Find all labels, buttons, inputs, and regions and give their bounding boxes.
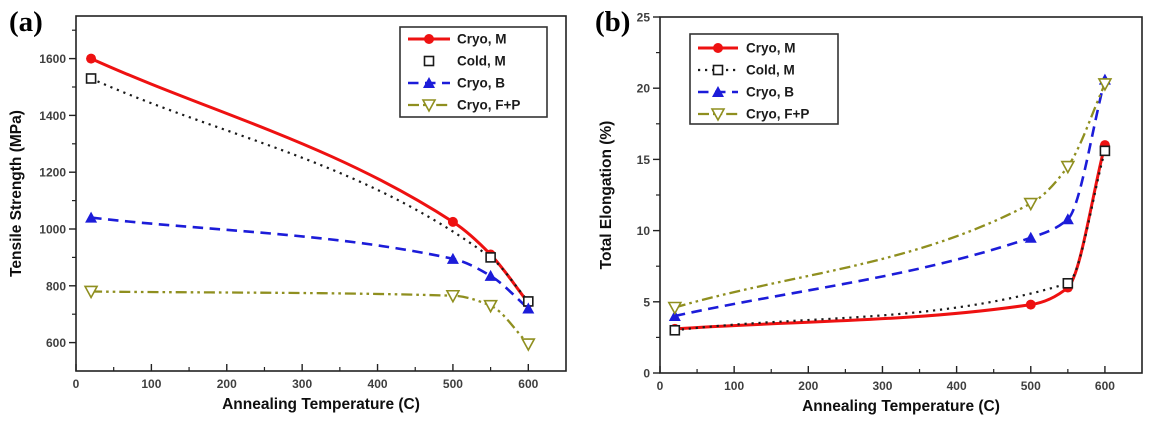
marker-cold-m xyxy=(669,324,681,336)
series-line-cold-m xyxy=(90,77,530,303)
marker-cold-m xyxy=(85,73,97,84)
x-tick-label: 500 xyxy=(1021,379,1041,393)
y-tick-label: 600 xyxy=(46,336,66,350)
chart-total-elongation: 0 100 200 300 400 500 600 0 5 10 15 20 25 Annealing T… xyxy=(598,11,1143,415)
legend-marker-cryo-m xyxy=(713,43,723,53)
marker-cold-m xyxy=(1099,145,1111,157)
marker-cryo-f-p xyxy=(445,289,461,304)
marker-cryo-b xyxy=(1061,213,1074,225)
y-tick-label: 25 xyxy=(637,11,651,25)
legend-marker-cryo-m xyxy=(424,34,434,44)
x-tick-label: 100 xyxy=(141,377,161,391)
y-tick-label: 20 xyxy=(637,82,651,96)
series-line-cryo-m xyxy=(90,57,530,304)
marker-cryo-f-p xyxy=(1023,197,1039,212)
y-tick-label: 1400 xyxy=(39,109,66,123)
y-tick-label: 1200 xyxy=(39,166,66,180)
legend-entry-label: Cryo, M xyxy=(457,32,507,47)
x-tick-label: 300 xyxy=(292,377,312,391)
y-tick-label: 5 xyxy=(643,295,650,309)
x-tick-label: 100 xyxy=(724,379,744,393)
x-tick-label: 300 xyxy=(872,379,892,393)
marker-cryo-f-p xyxy=(83,285,99,300)
x-tick-label: 600 xyxy=(518,377,538,391)
marker-cryo-b xyxy=(484,269,497,281)
x-axis-title: Annealing Temperature (C) xyxy=(802,398,1000,415)
legend-marker-cold-m xyxy=(423,55,435,67)
legend-entry-label: Cryo, B xyxy=(746,85,794,100)
y-tick-label: 0 xyxy=(643,367,650,381)
marker-cryo-b xyxy=(522,302,535,314)
y-tick-label: 800 xyxy=(46,279,66,293)
marker-cryo-f-p xyxy=(667,301,683,316)
x-tick-label: 200 xyxy=(798,379,818,393)
y-axis-title: Total Elongation (%) xyxy=(598,121,615,270)
legend-entry-label: Cryo, F+P xyxy=(746,107,809,122)
legend-entry-label: Cryo, F+P xyxy=(457,98,520,113)
plot-frame xyxy=(75,15,567,372)
legend-marker-cryo-b xyxy=(712,86,724,97)
marker-cryo-f-p xyxy=(1060,160,1076,175)
chart-tensile-strength: 0 100 200 300 400 500 600 600 800 1000 1200 1400 160… xyxy=(8,15,567,413)
x-tick-label: 400 xyxy=(947,379,967,393)
legend-entry-label: Cryo, B xyxy=(457,76,505,91)
legend-entry-label: Cryo, M xyxy=(746,41,796,56)
marker-cryo-m xyxy=(1025,299,1036,310)
x-tick-label: 600 xyxy=(1095,379,1115,393)
x-tick-label: 0 xyxy=(657,379,664,393)
marker-cryo-b xyxy=(85,211,98,223)
panel-label-a: (a) xyxy=(9,6,43,38)
marker-cold-m xyxy=(485,252,496,263)
series-line-cold-m xyxy=(674,150,1106,332)
x-tick-label: 200 xyxy=(217,377,237,391)
marker-cryo-b xyxy=(1024,231,1037,243)
x-tick-label: 0 xyxy=(73,377,80,391)
marker-cryo-f-p xyxy=(483,299,498,314)
y-tick-label: 1600 xyxy=(39,52,66,66)
y-tick-label: 10 xyxy=(637,224,651,238)
series-line-cryo-b xyxy=(90,216,530,310)
marker-cryo-m xyxy=(86,53,97,64)
x-tick-label: 500 xyxy=(443,377,463,391)
x-axis-title: Annealing Temperature (C) xyxy=(222,396,420,413)
marker-cryo-b xyxy=(668,310,681,322)
marker-cryo-m xyxy=(447,216,458,227)
marker-cryo-b xyxy=(446,252,459,264)
legend-marker-cryo-f-p xyxy=(421,99,437,113)
legend-entry-label: Cold, M xyxy=(457,54,506,69)
legend-marker-cryo-b xyxy=(423,77,435,88)
marker-cold-m xyxy=(1062,277,1074,289)
x-tick-label: 400 xyxy=(368,377,388,391)
legend-marker-cryo-f-p xyxy=(710,108,726,122)
y-tick-label: 1000 xyxy=(39,223,66,237)
marker-cryo-f-p xyxy=(520,338,536,352)
legend-entry-label: Cold, M xyxy=(746,63,795,78)
series-line-cryo-m xyxy=(674,144,1107,331)
y-tick-label: 15 xyxy=(637,153,651,167)
panel-label-b: (b) xyxy=(595,6,631,38)
y-axis-title: Tensile Strength (MPa) xyxy=(8,110,25,277)
series-line-cryo-f-p xyxy=(91,290,530,345)
legend-marker-cold-m xyxy=(712,64,724,76)
marker-cryo-f-p xyxy=(1097,78,1113,92)
